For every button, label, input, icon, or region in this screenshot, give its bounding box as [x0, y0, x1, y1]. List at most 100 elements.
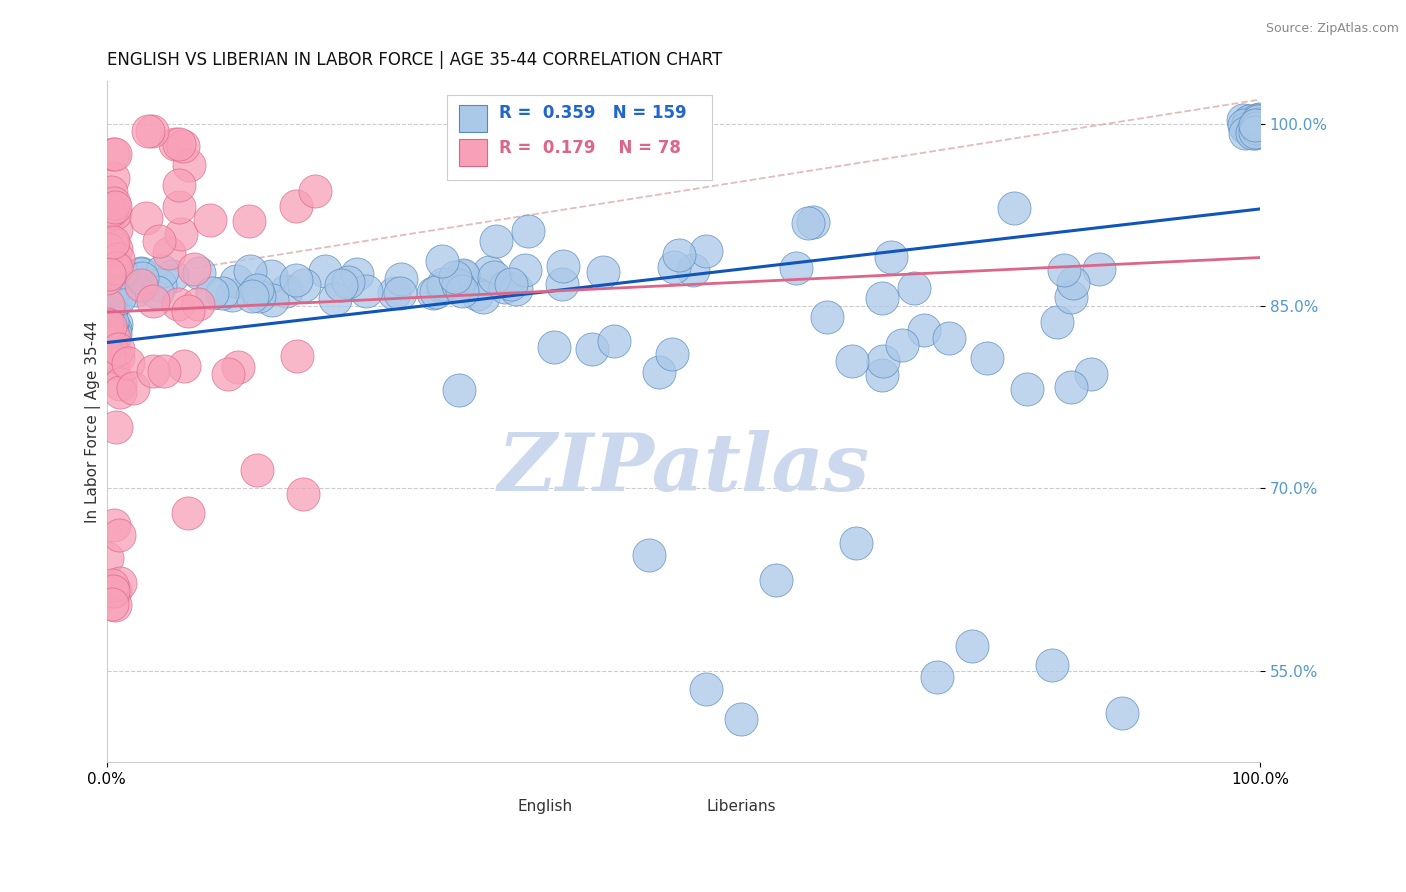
Point	[484, 270, 506, 285]
Point	[314, 263, 336, 277]
Point	[1088, 261, 1111, 276]
Point	[97, 259, 120, 273]
Point	[323, 292, 346, 306]
Point	[97, 349, 120, 363]
Point	[129, 277, 152, 292]
Point	[157, 246, 180, 260]
Point	[517, 224, 540, 238]
Point	[97, 270, 120, 285]
Point	[276, 285, 298, 299]
Point	[135, 211, 157, 226]
Point	[104, 200, 127, 214]
Point	[389, 285, 412, 300]
Point	[451, 268, 474, 283]
Point	[129, 266, 152, 280]
Point	[592, 265, 614, 279]
Point	[100, 315, 122, 329]
Point	[1243, 126, 1265, 140]
Point	[1060, 289, 1083, 303]
Point	[1246, 116, 1268, 130]
Point	[976, 351, 998, 365]
Point	[97, 310, 120, 325]
Point	[927, 670, 949, 684]
FancyBboxPatch shape	[447, 95, 713, 180]
FancyBboxPatch shape	[488, 782, 516, 803]
Point	[160, 268, 183, 283]
Point	[1247, 112, 1270, 127]
Point	[661, 347, 683, 361]
Point	[1060, 379, 1083, 393]
Point	[101, 171, 124, 186]
Point	[98, 316, 121, 330]
Point	[98, 284, 121, 298]
Point	[100, 285, 122, 300]
Point	[228, 359, 250, 374]
Point	[96, 306, 118, 320]
Point	[103, 262, 125, 277]
Point	[98, 285, 121, 300]
Point	[104, 222, 127, 236]
Point	[150, 264, 173, 278]
Point	[145, 285, 167, 299]
Point	[98, 260, 121, 275]
Point	[472, 290, 495, 304]
Point	[107, 292, 129, 306]
Point	[260, 268, 283, 283]
Point	[1063, 276, 1085, 290]
Point	[1241, 125, 1264, 139]
Point	[183, 261, 205, 276]
Point	[382, 286, 405, 301]
Point	[142, 294, 165, 309]
Point	[603, 334, 626, 349]
Point	[1232, 112, 1254, 127]
Text: R =  0.179    N = 78: R = 0.179 N = 78	[499, 139, 681, 157]
Point	[543, 339, 565, 353]
Point	[872, 353, 894, 368]
Point	[1247, 113, 1270, 128]
Point	[98, 207, 121, 221]
Point	[103, 517, 125, 532]
Point	[815, 310, 838, 325]
Point	[447, 277, 470, 292]
Point	[304, 185, 326, 199]
Point	[97, 263, 120, 277]
Point	[167, 200, 190, 214]
Point	[101, 597, 124, 611]
Point	[167, 136, 190, 151]
Point	[110, 265, 132, 279]
Point	[97, 267, 120, 281]
Point	[97, 242, 120, 256]
FancyBboxPatch shape	[458, 105, 488, 132]
Point	[131, 271, 153, 285]
Point	[97, 323, 120, 337]
Point	[101, 279, 124, 293]
Point	[101, 259, 124, 273]
Point	[1241, 120, 1264, 134]
Point	[176, 304, 198, 318]
Point	[101, 260, 124, 275]
Point	[101, 326, 124, 341]
Point	[1240, 126, 1263, 140]
Point	[465, 287, 488, 301]
Point	[125, 283, 148, 297]
Text: R =  0.359   N = 159: R = 0.359 N = 159	[499, 104, 686, 122]
Point	[176, 506, 198, 520]
Point	[96, 271, 118, 285]
Point	[870, 368, 893, 383]
Point	[121, 381, 143, 395]
Point	[103, 325, 125, 339]
Point	[389, 271, 412, 285]
Point	[104, 420, 127, 434]
Point	[142, 364, 165, 378]
Point	[104, 293, 127, 308]
Point	[648, 365, 671, 379]
Point	[238, 214, 260, 228]
Point	[187, 266, 209, 280]
Point	[285, 272, 308, 286]
Point	[101, 237, 124, 252]
Point	[103, 326, 125, 341]
Point	[100, 290, 122, 304]
Point	[211, 285, 233, 300]
Point	[499, 277, 522, 292]
Point	[1247, 118, 1270, 132]
